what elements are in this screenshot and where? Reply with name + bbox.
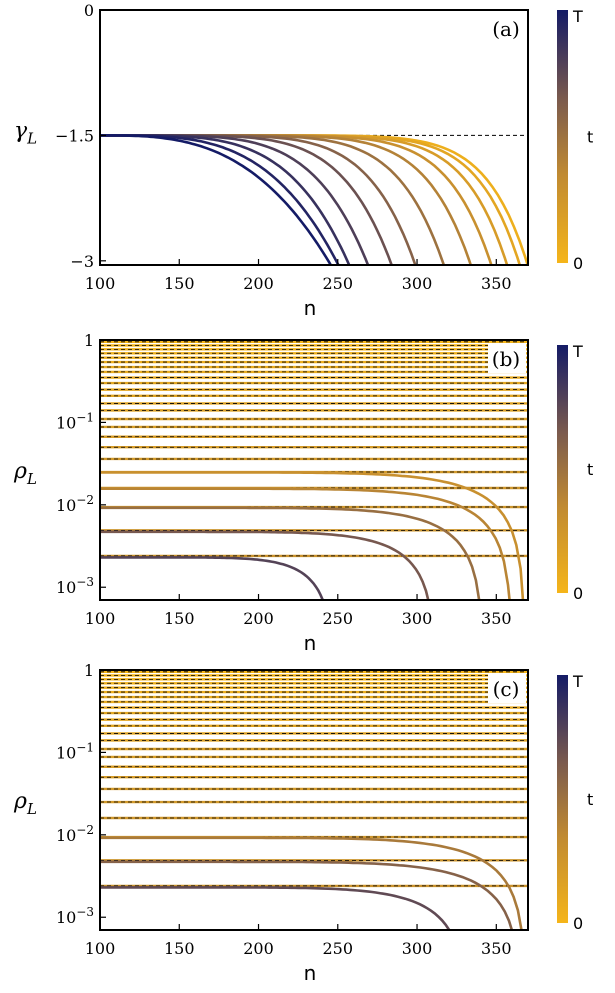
colorbar-bottom-label: 0	[573, 584, 583, 603]
dropoff-curve-2	[100, 860, 514, 930]
y-axis-label: γL	[14, 119, 37, 148]
chart-panel-3: 100 150 200 250 300 350 n 1 10−1 10−2 10−3 ρL (c) T 0 t	[13, 661, 593, 985]
plot-frame	[99, 339, 529, 601]
x-tick-label-2: 150	[164, 939, 195, 958]
x-tick-label-6: 350	[481, 609, 512, 628]
x-tick-label-1: 100	[85, 274, 116, 293]
x-tick-label-2: 150	[164, 609, 195, 628]
series-curve-6	[100, 134, 446, 265]
dropoff-curve-2	[100, 530, 430, 600]
plot-frame	[99, 669, 529, 931]
plot-area	[100, 670, 528, 930]
x-tick-label-3: 200	[243, 609, 274, 628]
panel-label: (c)	[493, 677, 520, 701]
x-tick-label-6: 350	[481, 274, 512, 293]
x-axis-label: n	[304, 631, 317, 655]
y-tick-label-3: 10−2	[56, 823, 94, 845]
colorbar-title: t	[587, 128, 593, 147]
colorbar-top-label: T	[572, 672, 583, 691]
x-tick-label-4: 250	[323, 274, 354, 293]
colorbar-bottom-label: 0	[573, 254, 583, 273]
series-curve-11	[100, 134, 340, 265]
y-tick-label-2: 10−1	[56, 740, 94, 762]
colorbar-top-label: T	[572, 342, 583, 361]
x-axis-label: n	[304, 961, 317, 985]
x-tick-label-5: 300	[402, 609, 433, 628]
y-axis-label: ρL	[13, 459, 37, 488]
panel-label-bg	[488, 673, 526, 703]
y-tick-label-1: 1	[84, 331, 94, 350]
panel-label: (b)	[492, 347, 520, 371]
x-tick-label-1: 100	[85, 939, 116, 958]
x-tick-label-5: 300	[402, 939, 433, 958]
colorbar	[557, 345, 568, 593]
series-curve-4	[100, 134, 493, 265]
dropoff-curve-1	[100, 886, 451, 930]
colorbar	[557, 675, 568, 923]
dropoff-curve-3	[100, 836, 523, 930]
x-tick-label-3: 200	[243, 939, 274, 958]
series-curve-12	[100, 134, 333, 265]
panel-label: (a)	[492, 17, 520, 41]
y-axis-label: ρL	[13, 789, 37, 818]
y-tick-label-3: −3	[70, 252, 94, 271]
dropoff-curve-1	[100, 556, 325, 600]
chart-panel-1: 100 150 200 250 300 350 n 0 −1.5 −3 γL (a) T 0 t	[14, 1, 593, 320]
x-tick-label-5: 300	[402, 274, 433, 293]
y-tick-label-1: 0	[84, 1, 94, 20]
x-tick-label-3: 200	[243, 274, 274, 293]
colorbar-top-label: T	[572, 7, 583, 26]
panel-label-bg	[488, 343, 526, 373]
y-tick-label-4: 10−3	[56, 905, 94, 927]
dropoff-curve-4	[100, 487, 511, 600]
plot-frame	[99, 9, 529, 266]
plot-area	[100, 340, 528, 600]
y-tick-label-2: −1.5	[55, 126, 94, 145]
y-tick-label-3: 10−2	[56, 493, 94, 515]
panel-label-bg	[488, 13, 526, 43]
x-tick-label-1: 100	[85, 609, 116, 628]
x-tick-label-2: 150	[164, 274, 195, 293]
dropoff-curve-3	[100, 506, 481, 600]
x-tick-label-4: 250	[323, 939, 354, 958]
dropoff-curve-5	[100, 471, 525, 600]
y-tick-label-1: 1	[84, 661, 94, 680]
colorbar	[557, 10, 568, 263]
x-tick-label-6: 350	[481, 939, 512, 958]
series-curve-9	[100, 134, 370, 265]
y-tick-label-4: 10−3	[56, 575, 94, 597]
colorbar-title: t	[587, 460, 593, 479]
x-axis-label: n	[304, 296, 317, 320]
plot-area	[100, 134, 528, 265]
y-tick-label-2: 10−1	[56, 410, 94, 432]
colorbar-title: t	[587, 790, 593, 809]
x-tick-label-4: 250	[323, 609, 354, 628]
colorbar-bottom-label: 0	[573, 914, 583, 933]
chart-panel-2: 100 150 200 250 300 350 n 1 10−1 10−2 10−3 ρL (b) T 0 t	[13, 331, 593, 655]
